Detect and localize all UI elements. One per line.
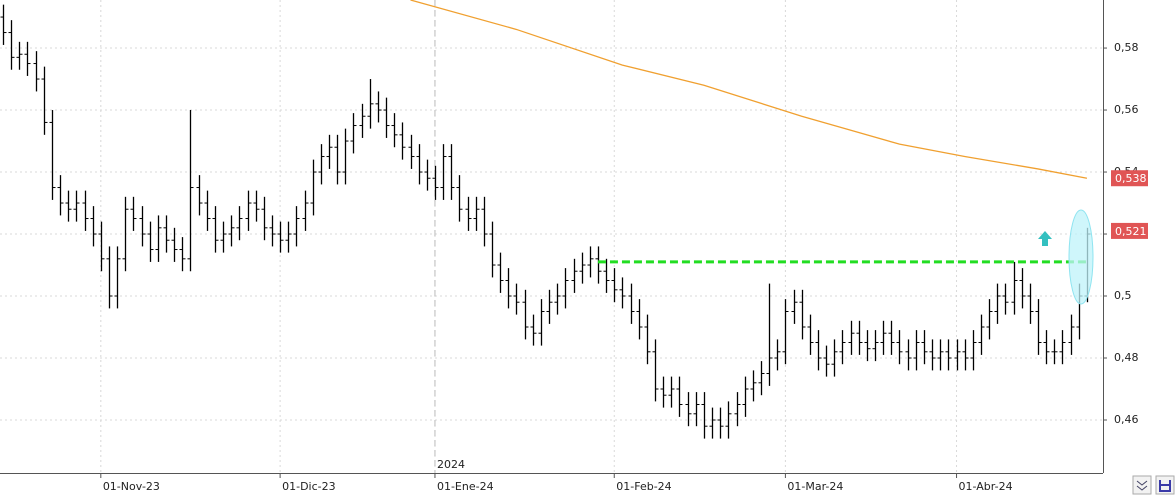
bottom-axis-panel bbox=[0, 473, 1176, 497]
x-tick-label: 01-Feb-24 bbox=[616, 480, 671, 493]
y-tick-label: 0,58 bbox=[1114, 41, 1139, 54]
right-axis-panel bbox=[1103, 0, 1176, 497]
price-label: 0,538 bbox=[1115, 172, 1147, 185]
x-tick-label: 01-Mar-24 bbox=[787, 480, 843, 493]
highlight-ellipse bbox=[1068, 209, 1094, 305]
moving-average-line bbox=[410, 0, 1088, 179]
hide-icon bbox=[1159, 480, 1171, 492]
x-tick-label: 01-Abr-24 bbox=[959, 480, 1013, 493]
price-label-box bbox=[1111, 170, 1148, 187]
x-tick-label: 01-Dic-23 bbox=[282, 480, 336, 493]
marks-layer bbox=[0, 0, 1091, 439]
price-label-box bbox=[1111, 222, 1148, 239]
grid-layer bbox=[0, 0, 1103, 473]
up-arrow-icon bbox=[1038, 231, 1052, 246]
y-tick-label: 0,46 bbox=[1114, 413, 1139, 426]
x-tick-label: 01-Nov-23 bbox=[103, 480, 160, 493]
year-annotation: 2024 bbox=[437, 458, 465, 471]
y-tick-label: 0,56 bbox=[1114, 103, 1139, 116]
axis-layer: 0,460,480,50,520,540,560,5801-Nov-2301-D… bbox=[100, 41, 1148, 493]
x-tick-label: 01-Ene-24 bbox=[437, 480, 494, 493]
scroll-icon bbox=[1136, 480, 1148, 491]
y-tick-label: 0,48 bbox=[1114, 351, 1139, 364]
price-label: 0,521 bbox=[1115, 225, 1147, 238]
y-tick-label: 0,5 bbox=[1114, 289, 1132, 302]
